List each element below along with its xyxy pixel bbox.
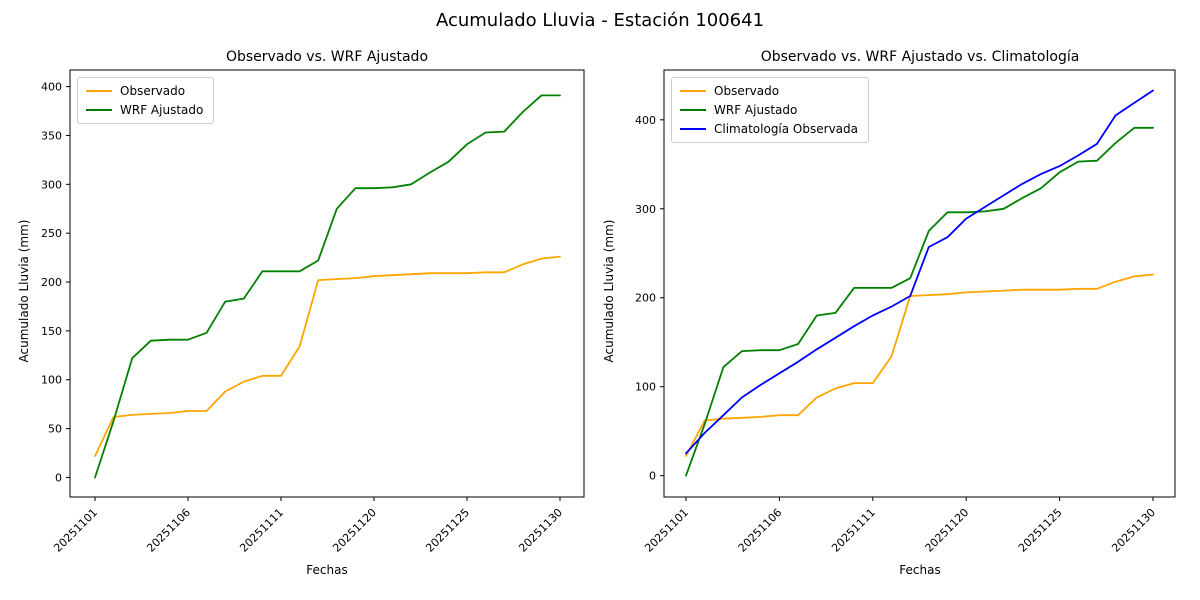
x-tick-label: 20251111 (829, 506, 878, 555)
axes-frame (69, 69, 585, 498)
legend-label: Climatología Observada (714, 122, 858, 136)
figure-suptitle: Acumulado Lluvia - Estación 100641 (435, 10, 765, 31)
left-chart-xlabel: Fechas (306, 563, 348, 577)
x-tick-label: 20251101 (51, 506, 100, 555)
y-tick-label: 350 (41, 129, 62, 142)
y-tick-label: 400 (41, 81, 62, 94)
right-chart-title: Observado vs. WRF Ajustado vs. Climatolo… (760, 49, 1080, 65)
y-tick-label: 400 (635, 114, 656, 127)
y-tick-label: 100 (41, 374, 62, 387)
x-tick-label: 20251125 (423, 506, 472, 555)
left-chart-title: Observado vs. WRF Ajustado (225, 49, 429, 65)
x-tick-label: 20251130 (516, 506, 565, 555)
x-tick-label: 20251106 (144, 506, 193, 555)
axes-frame (663, 69, 1176, 498)
legend-line-sample (680, 128, 706, 130)
y-tick-label: 250 (41, 227, 62, 240)
series-line-climatología-observada (685, 89, 1154, 455)
y-tick-label: 200 (635, 292, 656, 305)
left-chart-legend: Observado WRF Ajustado (77, 77, 215, 124)
right-chart-legend: Observado WRF Ajustado Climatología Observ… (671, 77, 869, 143)
legend-line-sample (86, 109, 112, 111)
legend-label: WRF Ajustado (120, 103, 204, 117)
series-line-observado (685, 273, 1154, 458)
legend-line-sample (680, 90, 706, 92)
y-tick-label: 300 (41, 178, 62, 191)
x-tick-label: 20251125 (1016, 506, 1065, 555)
legend-entry: WRF Ajustado (86, 103, 203, 117)
x-tick-label: 20251101 (642, 506, 691, 555)
y-tick-label: 300 (635, 203, 656, 216)
legend-label: Observado (714, 84, 780, 98)
legend-line-sample (86, 90, 112, 92)
x-tick-label: 20251120 (923, 506, 972, 555)
legend-line-sample (680, 109, 706, 111)
series-line-wrf-ajustado (685, 126, 1154, 477)
y-tick-label: 100 (635, 381, 656, 394)
y-tick-label: 0 (55, 471, 62, 484)
legend-entry: Climatología Observada (680, 122, 858, 136)
x-tick-label: 20251111 (237, 506, 286, 555)
legend-entry: WRF Ajustado (680, 103, 858, 117)
series-line-observado (94, 255, 561, 457)
right-chart-ylabel: Acumulado Lluvia (mm) (602, 219, 616, 363)
series-line-wrf-ajustado (94, 94, 561, 479)
y-tick-label: 150 (41, 325, 62, 338)
legend-entry: Observado (680, 84, 858, 98)
legend-label: Observado (120, 84, 186, 98)
legend-entry: Observado (86, 84, 203, 98)
x-tick-label: 20251130 (1109, 506, 1158, 555)
y-tick-label: 50 (48, 423, 62, 436)
y-tick-label: 0 (649, 470, 656, 483)
y-tick-label: 200 (41, 276, 62, 289)
x-tick-label: 20251106 (736, 506, 785, 555)
legend-label: WRF Ajustado (714, 103, 798, 117)
left-chart-ylabel: Acumulado Lluvia (mm) (17, 219, 31, 363)
right-chart-xlabel: Fechas (899, 563, 941, 577)
x-tick-label: 20251120 (330, 506, 379, 555)
